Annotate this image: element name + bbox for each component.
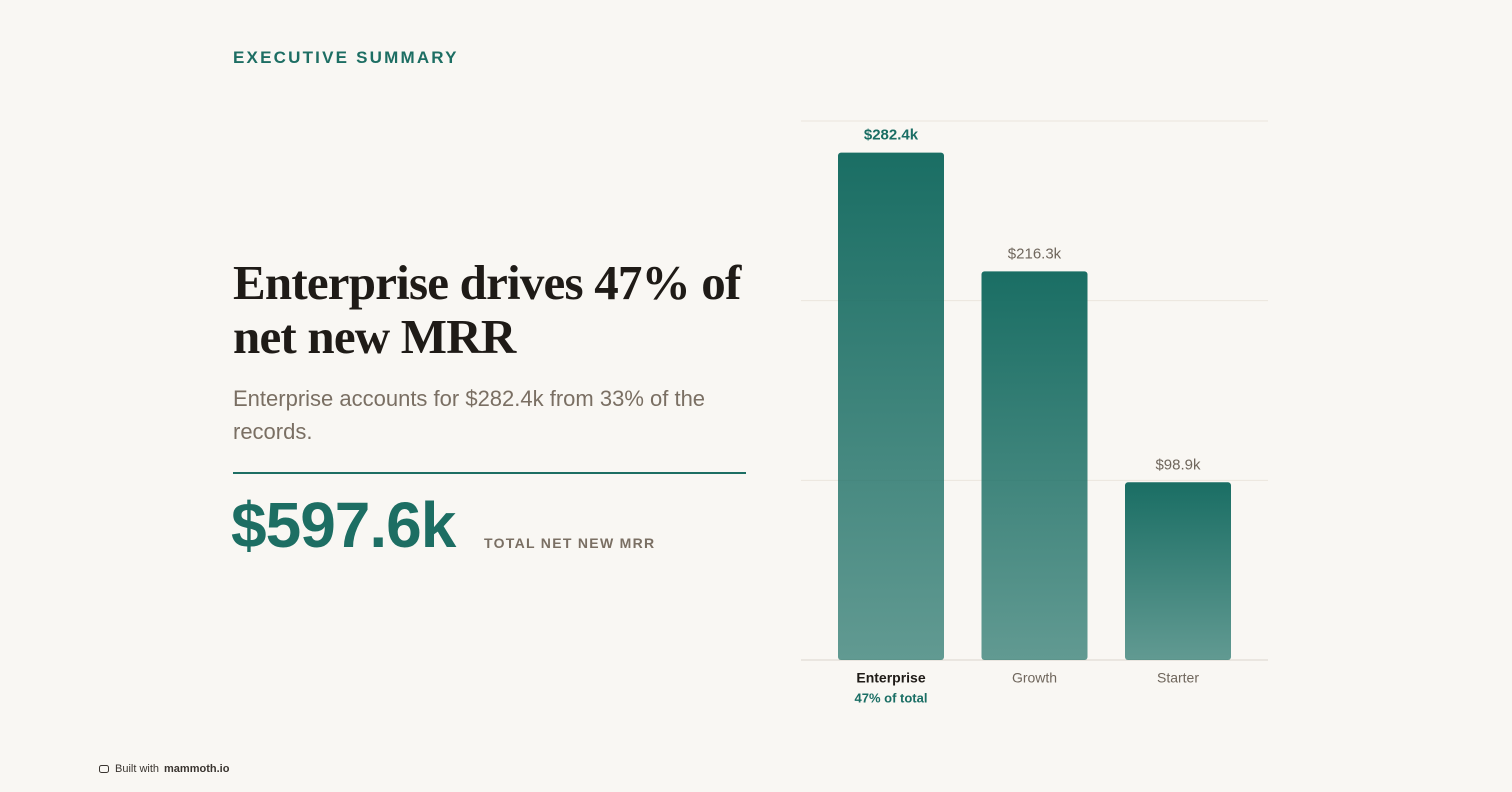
bar [981,271,1088,660]
bar-annotation: 47% of total [855,690,928,705]
bar [838,152,944,660]
value-label: $282.4k [864,127,919,144]
bar [1125,482,1231,660]
value-label: $98.9k [1155,456,1201,473]
divider [233,472,746,474]
footer-brand: mammoth.io [164,763,230,775]
headline: Enterprise drives 47% of net new MRR [233,255,741,364]
x-tick-label: Starter [1157,670,1199,686]
eyebrow: EXECUTIVE SUMMARY [233,48,459,67]
kpi-label: TOTAL NET NEW MRR [484,535,656,551]
x-tick-label: Growth [1012,670,1057,686]
x-tick-label: Enterprise [856,670,925,686]
kpi-value: $597.6k [231,489,456,561]
subtitle: Enterprise accounts for $282.4k from 33%… [233,386,706,444]
footer: Built with mammoth.io [98,763,229,775]
footer-icon [99,765,109,773]
value-label: $216.3k [1008,245,1062,262]
footer-prefix: Built with [115,763,160,775]
